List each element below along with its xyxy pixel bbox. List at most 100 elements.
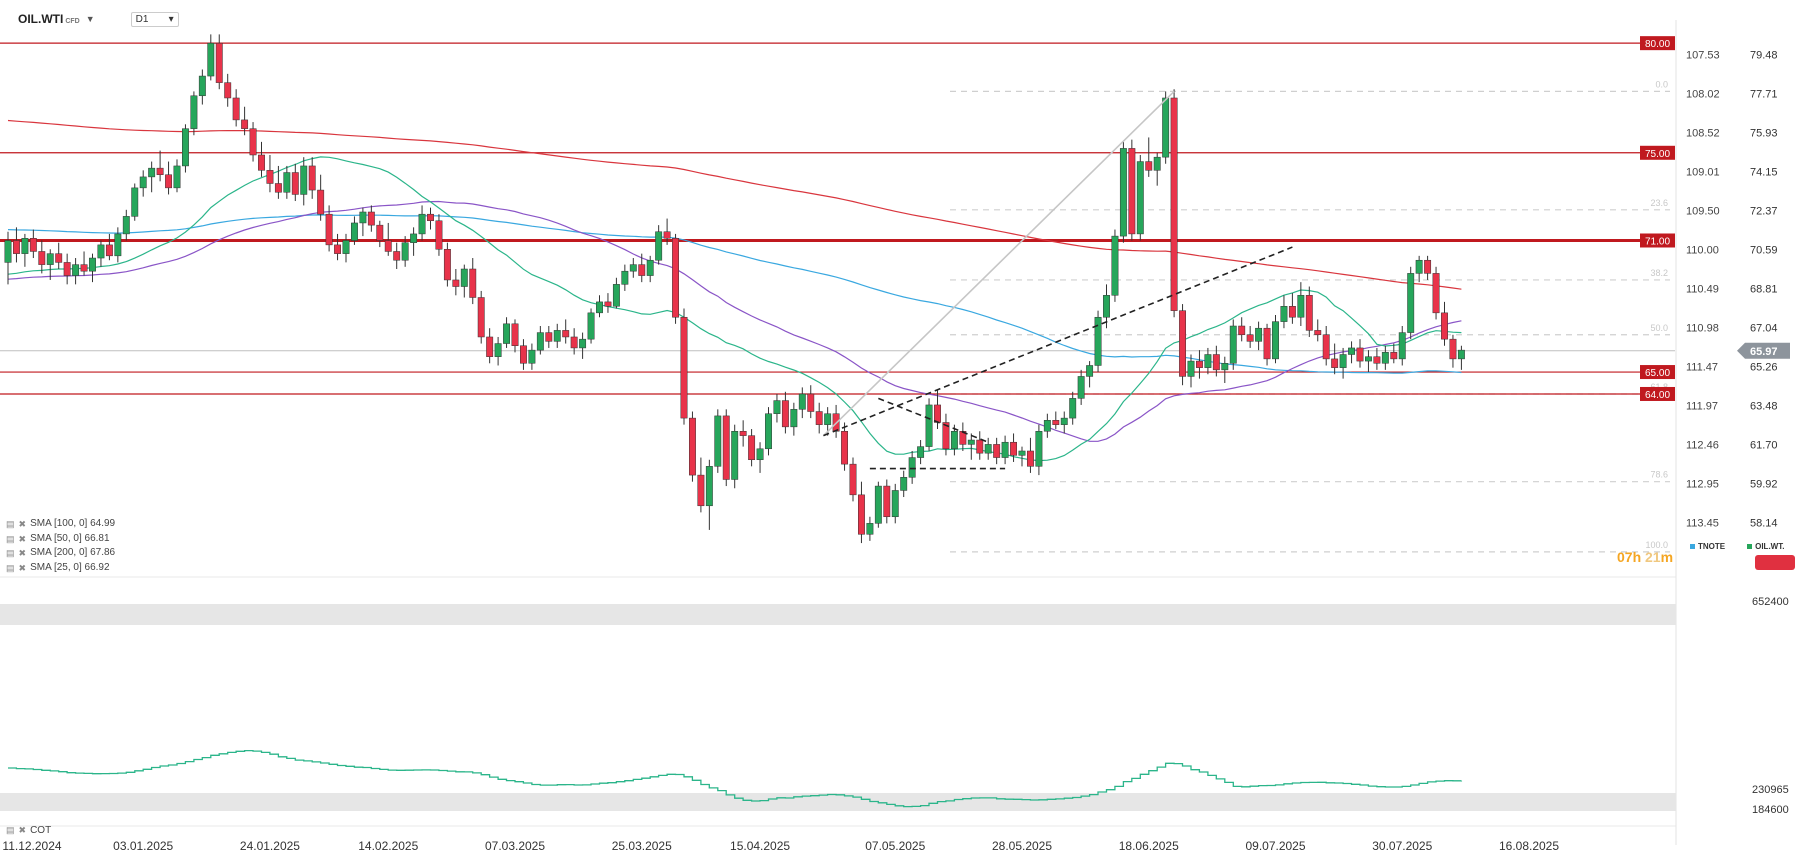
close-icon[interactable]: ✖ [18, 548, 27, 558]
candle [562, 319, 570, 344]
candle [908, 450, 916, 484]
candle-body [401, 242, 409, 261]
candle-body [443, 249, 451, 281]
legend-sma100: ▤ ✖ SMA [100, 0] 64.99 [6, 517, 115, 532]
close-icon[interactable]: ✖ [18, 825, 27, 835]
candle-body [1390, 352, 1398, 360]
level-tag-label: 65.00 [1645, 368, 1670, 379]
timeframe-select[interactable]: D1 ▾ [130, 11, 179, 27]
candle [917, 440, 925, 465]
candle [418, 205, 426, 241]
candle-body [765, 413, 772, 450]
legend-sma200: ▤ ✖ SMA [200, 0] 67.86 [6, 546, 115, 561]
candle-body [165, 174, 173, 189]
candle-body [1035, 431, 1043, 467]
candle-body [1043, 420, 1051, 432]
candle-body [756, 448, 764, 461]
candle-body [4, 240, 12, 263]
candle-body [1365, 356, 1372, 362]
symbol-name[interactable]: OIL.WTI CFD [18, 12, 80, 26]
candle-body [680, 316, 688, 419]
candle-body [748, 435, 756, 461]
candle-body [1077, 376, 1085, 399]
close-icon[interactable]: ✖ [18, 562, 27, 573]
secondary-axis-label: 107.53 [1686, 50, 1720, 62]
candle-body [1162, 97, 1170, 158]
candle-body [393, 251, 401, 261]
secondary-axis-label: 109.01 [1686, 166, 1720, 178]
sma200-line [7, 119, 1462, 290]
candle [1441, 301, 1448, 346]
settings-icon[interactable]: ▤ [6, 548, 15, 558]
candle-body [351, 222, 358, 241]
candle-body [993, 444, 1001, 458]
candle-body [646, 259, 654, 276]
sell-button[interactable] [1755, 555, 1795, 570]
candle-body [638, 264, 646, 276]
candle [207, 34, 215, 81]
candle [849, 457, 857, 502]
symbol-dropdown-icon[interactable]: ▼ [85, 14, 95, 24]
candle-body [122, 216, 130, 235]
candle [672, 233, 679, 324]
settings-icon[interactable]: ▤ [6, 825, 15, 835]
candle [63, 253, 71, 285]
candle-body [596, 301, 603, 314]
candle-body [934, 404, 941, 423]
candle [1212, 345, 1220, 377]
candle-body [1212, 354, 1220, 371]
candle-body [1238, 325, 1246, 336]
settings-icon[interactable]: ▤ [6, 519, 15, 529]
candle [190, 91, 198, 136]
secondary-axis-label: 109.50 [1686, 205, 1720, 217]
candle-body [942, 422, 950, 450]
candle-body [1086, 365, 1094, 377]
candle [807, 385, 815, 419]
legend-label: SMA [25, 0] 66.92 [30, 561, 110, 573]
close-icon[interactable]: ✖ [18, 519, 27, 529]
candle [1246, 326, 1254, 348]
square-icon [1747, 544, 1753, 549]
oilwti-legend[interactable]: OIL.WT. [1747, 542, 1784, 551]
settings-icon[interactable]: ▤ [6, 562, 15, 573]
candle [105, 233, 113, 261]
candle-body [21, 238, 29, 254]
candle [401, 236, 409, 267]
fib-label: 0.0 [1655, 79, 1668, 89]
candle [13, 227, 20, 263]
candle [258, 141, 265, 177]
sma25-line [7, 156, 1462, 462]
candle [891, 483, 899, 524]
candle [1221, 356, 1229, 384]
candle-body [1221, 363, 1229, 371]
secondary-axis-label: 111.47 [1686, 361, 1718, 373]
candle-body [1018, 450, 1026, 456]
candle-body [427, 213, 434, 222]
candle-body [300, 165, 308, 195]
candle-body [1415, 259, 1423, 274]
candle-body [63, 262, 71, 276]
candle-body [1170, 97, 1178, 311]
secondary-axis-label: 110.98 [1686, 322, 1719, 334]
candle-body [308, 165, 316, 191]
candle [21, 233, 29, 267]
candle-body [376, 224, 384, 241]
candle [1457, 345, 1465, 370]
close-icon[interactable]: ✖ [18, 533, 27, 544]
date-axis-label: 24.01.2025 [240, 839, 300, 853]
candle-body [460, 268, 468, 287]
candle-body [452, 279, 460, 287]
candle [511, 319, 519, 353]
fib-label: 50.0 [1650, 323, 1668, 333]
candle-body [773, 400, 781, 414]
candle-body [714, 415, 722, 467]
settings-icon[interactable]: ▤ [6, 533, 15, 544]
tnote-legend[interactable]: TNOTE [1690, 542, 1725, 551]
candle-body [215, 42, 223, 83]
candle [680, 308, 688, 425]
candle [148, 161, 156, 193]
candle [731, 424, 739, 489]
trendlines [822, 90, 1293, 470]
candle [1094, 310, 1102, 373]
